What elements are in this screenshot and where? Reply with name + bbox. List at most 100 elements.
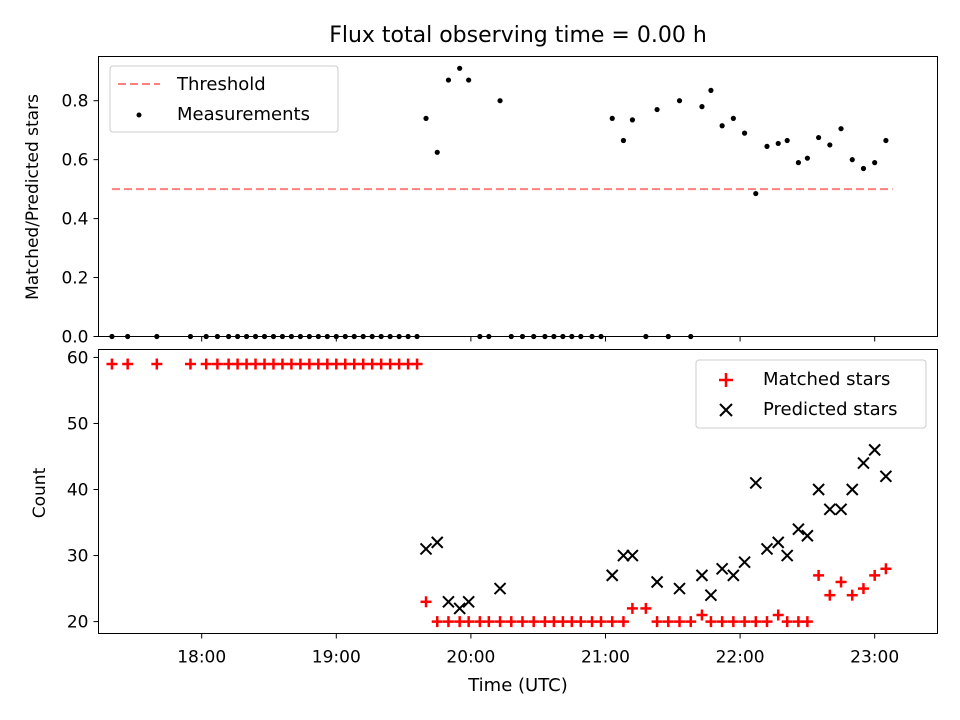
matched-star-point [483,616,495,628]
matched-star-point [442,616,454,628]
legend-predicted-marker [719,403,733,417]
predicted-star-point [846,483,859,496]
predicted-star-point [801,529,814,542]
matched-star-point [151,358,163,370]
predicted-star-point [727,569,740,582]
predicted-star-point [431,536,444,549]
matched-star-point [739,616,751,628]
measurement-point [708,87,714,93]
bottom-axes-frame [98,349,938,634]
matched-star-point [528,616,540,628]
matched-star-point [705,616,717,628]
predicted-star-point [493,582,507,595]
bottom-x-tick-label: 20:00 [446,648,495,668]
measurement-point [849,157,855,163]
matched-star-point [727,616,739,628]
measurement-point [699,104,705,110]
top-y-axis-label: Matched/Predicted stars [23,94,43,300]
measurement-point [730,115,736,121]
predicted-star-point [419,542,433,556]
measurement-point [827,142,833,148]
measurement-point [816,134,822,141]
bottom-panel: 20 30 40 50 60 18:00 19:00 20:00 21:00 22:00 23:0… [30,348,938,696]
predicted-star-point [695,569,709,582]
bottom-y-tick-label: 20 [67,613,89,633]
matched-star-point [606,616,618,628]
matched-star-point [505,616,517,628]
matched-star-point [494,616,506,628]
predicted-star-point [650,575,664,589]
measurement-point [620,137,627,144]
matched-star-point [674,616,686,628]
predicted-star-point [749,476,762,490]
bottom-y-ticks: 20 30 40 50 60 [67,348,99,633]
matched-star-point [772,609,784,621]
top-y-tick-label: 0.8 [61,92,88,112]
bottom-legend-box [695,359,927,429]
matched-star-point [696,609,708,621]
measurement-point [883,137,889,144]
measurement-point [838,126,844,132]
top-y-tick-label: 0.4 [61,210,88,230]
predicted-star-point [442,595,455,609]
bottom-y-tick-label: 30 [67,547,89,567]
measurement-point [676,98,683,104]
matched-star-point [662,616,674,628]
bottom-y-axis-label: Count [30,467,50,518]
measurement-point [609,115,615,121]
matched-star-point [617,616,629,628]
measurement-point [719,123,725,129]
matched-star-point [211,358,223,370]
predicted-star-point [812,483,825,496]
matched-star-point [431,616,443,628]
measurement-point [654,106,660,113]
legend-threshold-label: Threshold [176,74,266,95]
matched-star-point [411,358,423,370]
bottom-plot-area [106,358,893,628]
top-x-ticks [201,336,876,342]
predicted-star-point [704,588,718,602]
matched-star-point [122,358,134,370]
matched-star-point [869,569,881,581]
chart-title: Flux total observing time = 0.00 h [329,23,707,48]
predicted-star-point [792,522,805,536]
predicted-star-point [617,549,630,562]
matched-star-point [685,616,697,628]
predicted-star-point [626,549,639,562]
matched-star-point [626,602,638,614]
measurement-point [457,65,463,71]
bottom-x-ticks: 18:00 19:00 20:00 21:00 22:00 23:00 [177,633,899,668]
matched-star-point [835,576,847,588]
matched-star-point [575,616,587,628]
matched-star-point [801,616,813,628]
matched-star-point [824,589,836,601]
bottom-y-tick-label: 40 [67,481,89,501]
measurement-point [741,130,748,136]
top-y-ticks: 0.0 0.2 0.4 0.6 0.8 [61,92,99,348]
bottom-legend: Matched stars Predicted stars [695,359,927,429]
matched-star-point [880,563,892,575]
legend-matched-label: Matched stars [763,369,890,390]
bottom-x-tick-label: 21:00 [581,648,630,668]
matched-star-point [420,596,432,608]
legend-matched-marker [719,373,733,387]
measurement-point [804,155,810,161]
top-panel: 0.00.20.40.60.8 Matched/Predicted stars … [23,56,938,348]
legend-measurements-label: Measurements [177,104,310,125]
matched-star-point [846,589,858,601]
predicted-star-point [857,456,870,470]
matched-star-point [750,616,762,628]
predicted-star-point [715,562,729,575]
predicted-star-point [738,555,751,569]
x-axis-label: Time (UTC) [467,675,568,696]
bottom-y-tick-label: 50 [67,414,89,434]
matched-star-point [106,358,118,370]
measurement-point [629,117,636,123]
matched-star-point [184,358,196,370]
predicted-star-point [879,470,893,483]
measurement-point [466,77,472,83]
matched-star-point [813,569,825,581]
predicted-star-point [453,602,466,615]
measurement-point [860,165,867,172]
